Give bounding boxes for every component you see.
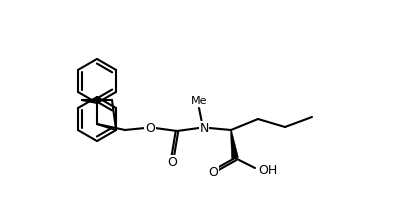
Text: OH: OH xyxy=(258,165,278,177)
Text: O: O xyxy=(145,121,155,135)
Text: N: N xyxy=(199,121,209,135)
Text: O: O xyxy=(167,156,177,168)
Polygon shape xyxy=(230,130,238,158)
Text: Me: Me xyxy=(191,96,207,106)
Text: O: O xyxy=(208,166,218,180)
